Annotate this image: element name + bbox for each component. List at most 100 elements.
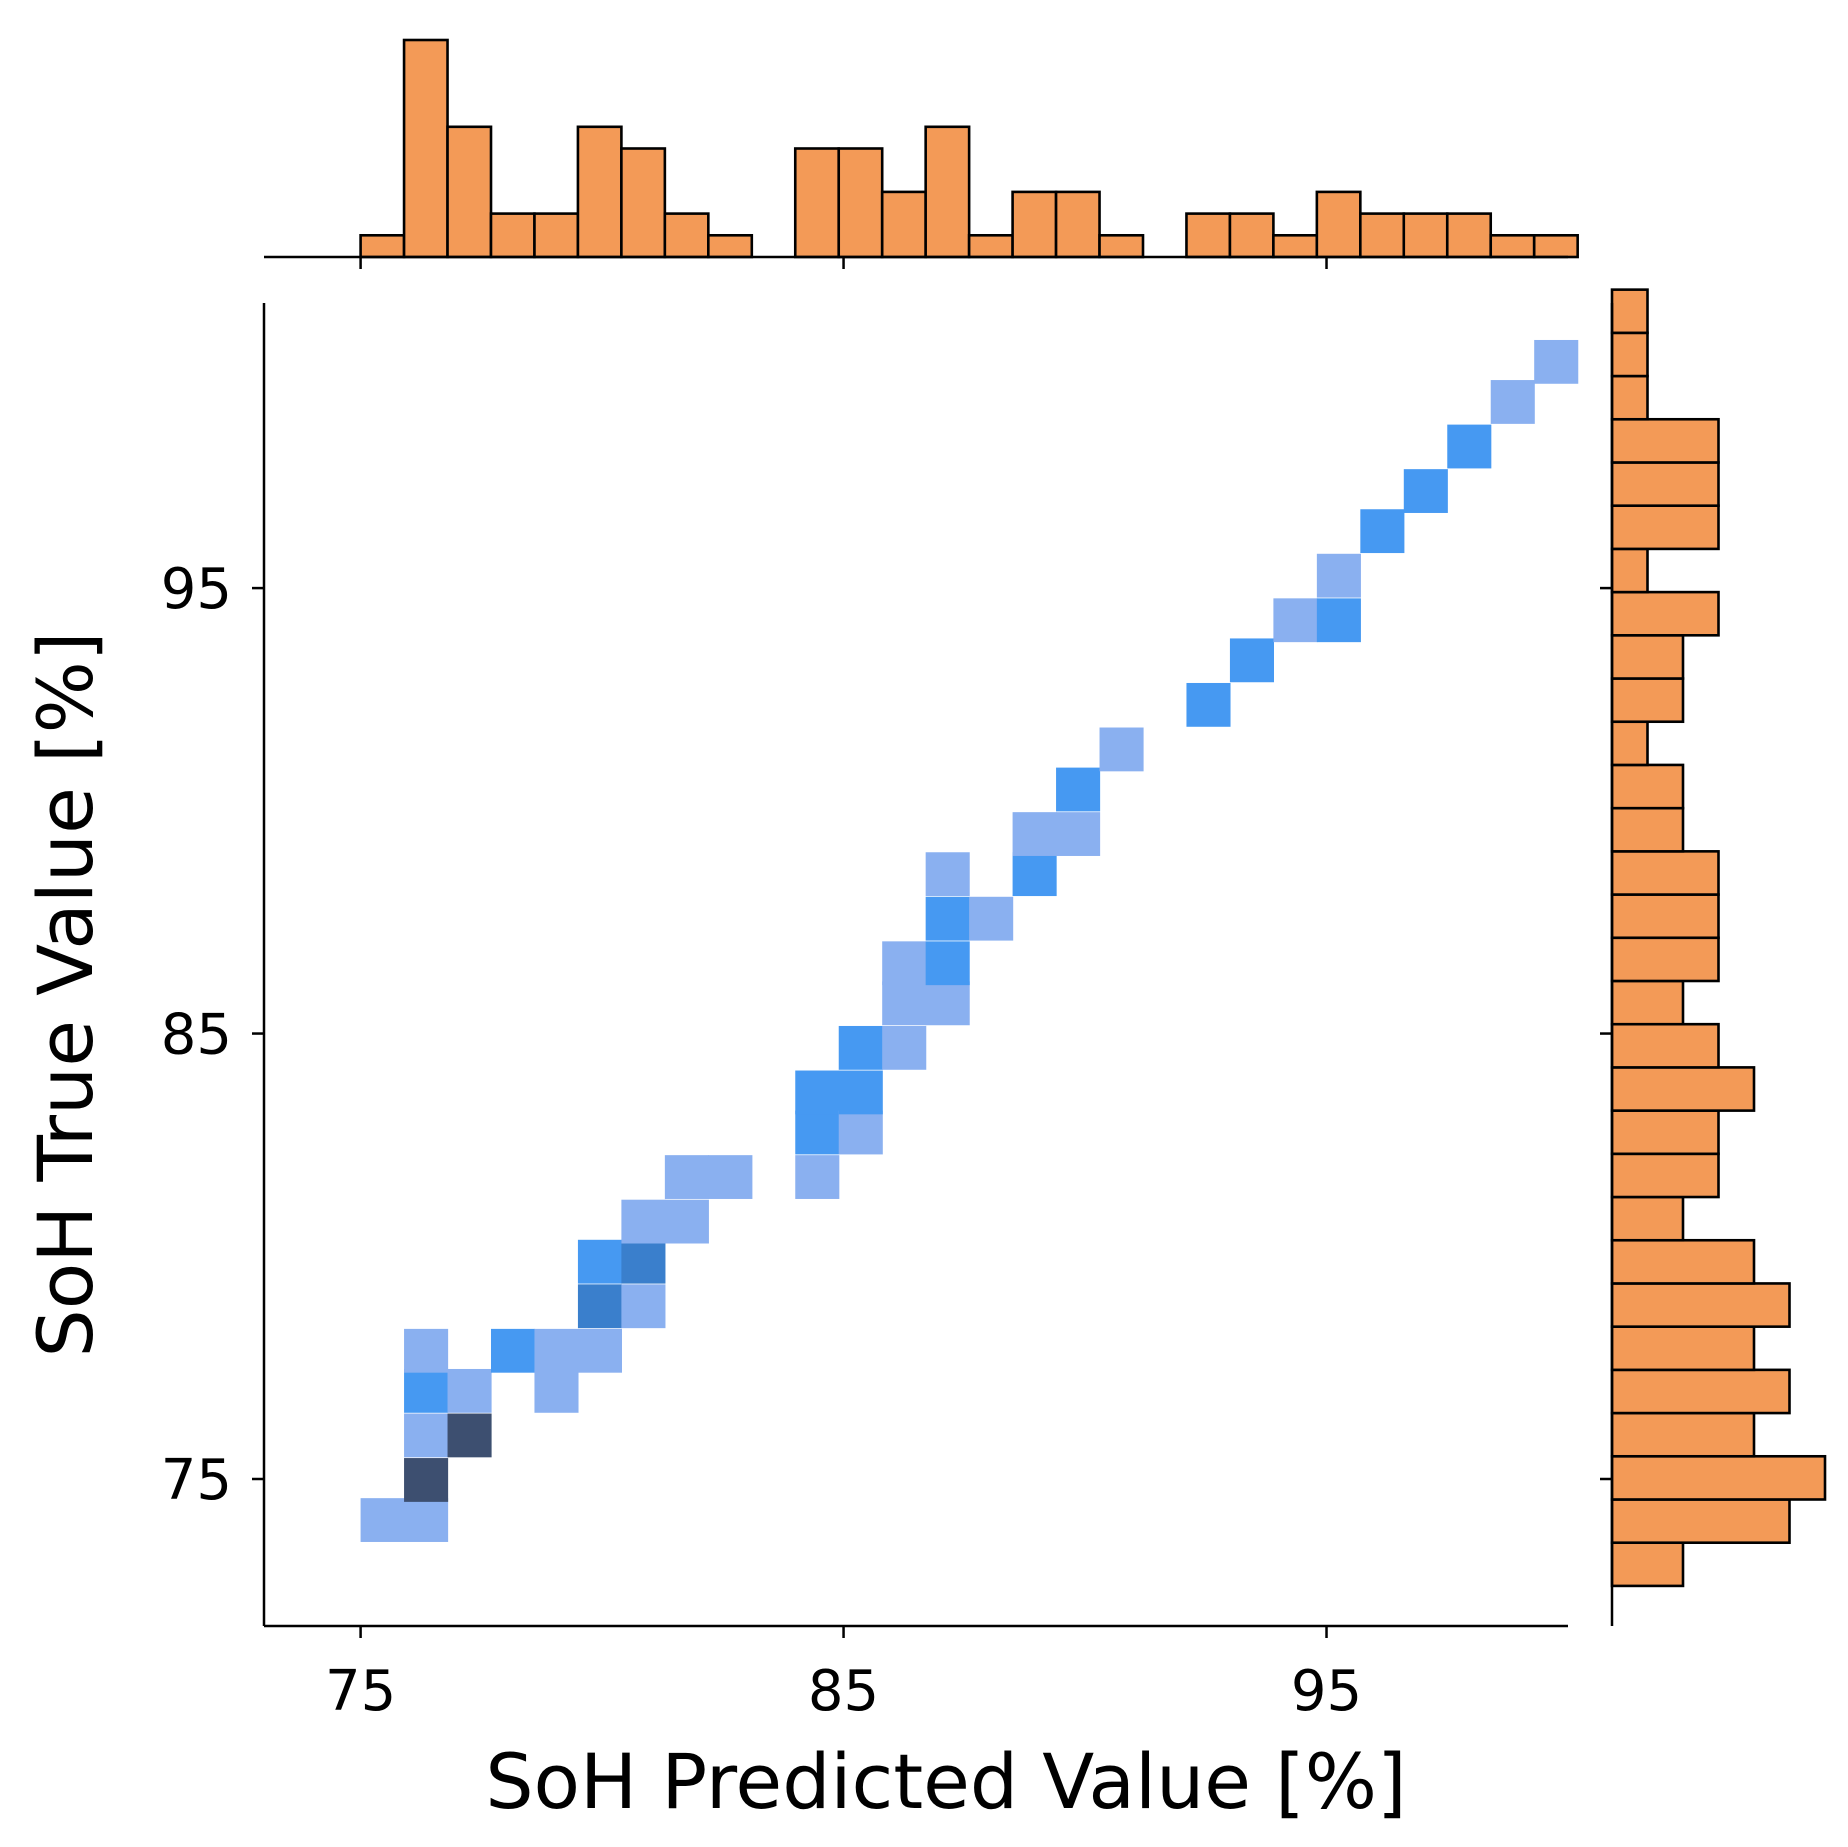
top-histogram-bar-16: [1054, 190, 1101, 259]
heatmap-cell-36: [1056, 812, 1101, 856]
heatmap-cell-26: [882, 1025, 927, 1070]
heatmap-cell-44: [1360, 509, 1405, 554]
heatmap-cell-20: [795, 1155, 840, 1199]
heatmap-cell-17: [664, 1199, 709, 1244]
top-histogram-bar-2: [446, 125, 493, 259]
y-tick-label-1: 85: [161, 1003, 232, 1068]
heatmap-cell-6: [447, 1413, 492, 1458]
heatmap-cell-19: [708, 1155, 753, 1199]
right-histogram-bar-17: [1610, 806, 1685, 853]
heatmap-cell-7: [447, 1368, 492, 1413]
top-histogram-bar-14: [967, 234, 1014, 259]
right-histogram-bar-27: [1610, 374, 1649, 421]
top-histogram-bar-25: [1445, 212, 1493, 259]
heatmap-cell-14: [621, 1284, 666, 1329]
heatmap-cell-46: [1447, 424, 1492, 469]
heatmap-cell-27: [882, 981, 927, 1026]
right-histogram-bar-0: [1610, 1541, 1685, 1588]
top-histogram-bar-6: [620, 147, 667, 259]
heatmap-cell-0: [360, 1498, 405, 1542]
top-marginal-histogram: [359, 38, 1579, 259]
heatmap-cell-37: [1056, 767, 1101, 812]
right-histogram-bar-5: [1610, 1325, 1756, 1372]
right-histogram-bar-9: [1610, 1152, 1720, 1199]
heatmap-cell-48: [1534, 339, 1579, 384]
heatmap-cell-33: [969, 896, 1014, 941]
x-tick-label-0: 75: [325, 1659, 396, 1724]
top-histogram-bar-4: [533, 212, 580, 259]
heatmap-cell-29: [925, 981, 970, 1026]
right-histogram-bar-20: [1610, 677, 1685, 724]
top-histogram-bar-23: [1359, 212, 1406, 259]
heatmap-cell-47: [1490, 380, 1535, 424]
heatmap-cell-8: [490, 1328, 536, 1373]
right-histogram-bar-18: [1610, 763, 1685, 810]
right-histogram-bar-19: [1610, 720, 1649, 767]
top-histogram-bar-20: [1228, 212, 1275, 259]
heatmap-cell-12: [577, 1284, 622, 1329]
heatmap-cell-30: [925, 941, 970, 986]
top-histogram-bar-13: [924, 125, 971, 259]
heatmap-cell-25: [838, 1025, 883, 1070]
right-histogram-bar-4: [1610, 1368, 1791, 1415]
heatmap-cell-43: [1316, 553, 1361, 598]
top-histogram-bar-12: [880, 190, 927, 259]
right-marginal-histogram: [1610, 288, 1827, 1588]
heatmap-cell-11: [577, 1328, 622, 1373]
right-histogram-bar-3: [1610, 1411, 1756, 1458]
heatmap-cell-10: [534, 1368, 579, 1413]
heatmap-cell-39: [1186, 682, 1231, 727]
heatmap-cell-16: [621, 1199, 666, 1244]
heatmap-cell-1: [404, 1498, 449, 1542]
right-histogram-bar-13: [1610, 979, 1685, 1026]
top-histogram-bar-11: [837, 147, 884, 259]
heatmap-cell-23: [838, 1110, 883, 1155]
right-histogram-bar-16: [1610, 850, 1720, 896]
y-tick-label-0: 75: [161, 1448, 232, 1513]
axis-ticks: 75 85 95 75 85 95: [161, 257, 1612, 1724]
top-histogram-bar-22: [1315, 190, 1362, 259]
heatmap-cell-31: [925, 896, 970, 941]
right-histogram-bar-22: [1610, 590, 1720, 637]
y-axis-label: SoH True Value [%]: [21, 631, 110, 1357]
heatmap-cell-42: [1316, 598, 1361, 643]
heatmap-cell-9: [534, 1328, 579, 1373]
heatmap-cell-13: [577, 1239, 622, 1284]
heatmap-cell-41: [1273, 598, 1318, 643]
top-histogram-bar-8: [707, 234, 754, 259]
right-histogram-bar-8: [1610, 1195, 1685, 1242]
heatmap-cell-2: [404, 1458, 449, 1502]
heatmap-cell-45: [1403, 469, 1448, 513]
heatmap-cell-40: [1229, 638, 1274, 683]
right-histogram-bar-24: [1610, 504, 1720, 551]
right-histogram-bar-2: [1610, 1454, 1827, 1501]
right-histogram-bar-28: [1610, 331, 1649, 378]
right-histogram-bar-1: [1610, 1498, 1791, 1544]
top-histogram-bar-1: [402, 38, 449, 259]
heatmap-cell-21: [795, 1110, 840, 1155]
top-histogram-bar-21: [1272, 234, 1319, 259]
heatmap-cell-4: [404, 1368, 449, 1413]
x-axis-label: SoH Predicted Value [%]: [485, 1737, 1406, 1826]
right-histogram-bar-26: [1610, 417, 1720, 464]
right-histogram-bar-11: [1610, 1066, 1756, 1112]
right-histogram-bar-29: [1610, 288, 1649, 335]
right-histogram-bar-10: [1610, 1109, 1720, 1156]
top-histogram-bar-24: [1402, 212, 1449, 259]
y-tick-label-2: 95: [161, 557, 232, 622]
top-histogram-bar-15: [1011, 190, 1058, 259]
heatmap-cell-35: [1012, 812, 1057, 856]
x-tick-label-2: 95: [1291, 1659, 1362, 1724]
top-histogram-bar-10: [793, 147, 841, 259]
heatmap-cell-3: [404, 1413, 449, 1458]
heatmap-cells: [360, 339, 1579, 1542]
right-histogram-bar-14: [1610, 936, 1720, 983]
top-histogram-bar-7: [663, 212, 710, 259]
right-histogram-bar-25: [1610, 461, 1720, 507]
heatmap-cell-32: [925, 852, 970, 897]
top-histogram-bar-26: [1489, 234, 1536, 259]
right-histogram-bar-12: [1610, 1022, 1720, 1069]
right-histogram-bar-7: [1610, 1238, 1756, 1285]
right-histogram-bar-23: [1610, 547, 1649, 594]
heatmap-cell-34: [1012, 852, 1057, 897]
